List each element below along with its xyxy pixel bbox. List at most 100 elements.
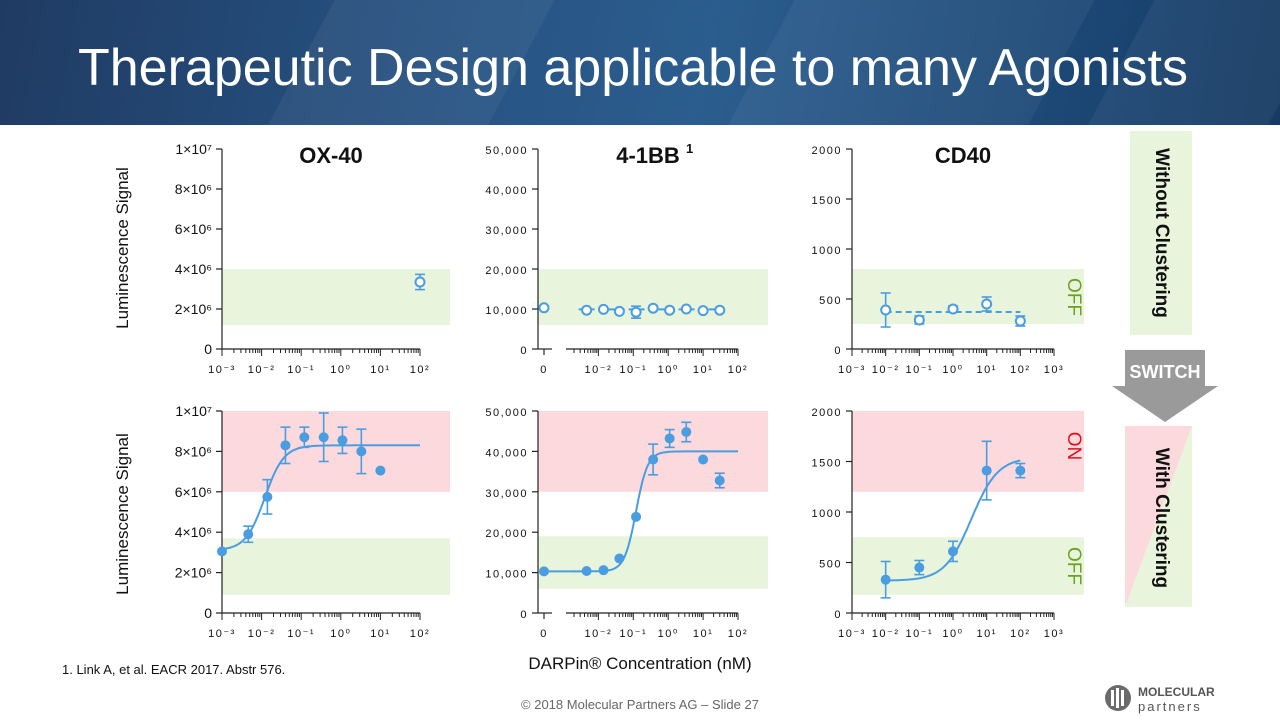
x-tick-label: 10⁻³ [208,628,236,640]
data-point [1015,465,1026,476]
data-point [337,435,348,446]
chart-title-superscript: 1 [686,141,693,156]
data-point [581,304,593,316]
y-tick-label: 1000 [812,508,842,520]
y-tick-label: 50,000 [485,145,528,157]
chart-title: CD40 [935,143,991,168]
band-red [222,411,450,492]
switch-arrow [1112,350,1218,422]
x-tick-label: 10¹ [693,364,713,376]
x-tick-label: 10⁰ [330,628,351,640]
y-tick-label: 0 [520,345,528,357]
x-axis-title: DARPin® Concentration (nM) [528,654,751,673]
x-tick-label: 10⁻¹ [619,364,647,376]
y-tick-label: 500 [819,559,842,571]
data-point [880,304,892,316]
band-green [538,536,768,589]
logo-text-top: MOLECULAR [1138,685,1215,699]
company-logo: MOLECULAR partners [1105,685,1215,714]
y-tick-label: 2×10⁶ [175,301,212,317]
x-tick-label: 10⁻³ [208,364,236,376]
y-tick-label: 10,000 [485,569,528,581]
x-tick-label: 10⁻³ [838,628,866,640]
data-point [648,454,659,465]
x-tick-label: 10¹ [976,628,996,640]
y-tick-label: 50,000 [485,407,528,419]
data-point [631,511,642,522]
y-tick-label: 1000 [812,245,842,257]
data-point [914,562,925,573]
slide-title: Therapeutic Design applicable to many Ag… [78,39,1188,97]
y-tick-label: 0 [520,609,528,621]
data-point [947,303,959,315]
data-point [714,475,725,486]
y-tick-label: 6×10⁶ [175,484,212,500]
x-tick-label: 10¹ [976,364,996,376]
x-tick-label: 10² [728,628,748,640]
y-tick-label: 40,000 [485,185,528,197]
y-tick-label: 30,000 [485,488,528,500]
x-tick-label: 10⁻¹ [905,364,933,376]
data-point [664,433,675,444]
y-tick-label: 500 [819,295,842,307]
data-point [597,303,609,315]
y-tick-label: 1×10⁷ [175,403,212,419]
x-tick-label: 10³ [1044,628,1064,640]
y-tick-label: 4×10⁶ [175,261,212,277]
y-tick-label: 8×10⁶ [175,181,212,197]
x-tick-label: 10² [1010,364,1030,376]
x-tick-label: 10⁻¹ [287,364,315,376]
y-tick-label: 40,000 [485,447,528,459]
y-tick-label: 1500 [812,195,842,207]
y-tick-label: 8×10⁶ [175,443,212,459]
switch-label: SWITCH [1130,362,1201,382]
data-point [217,546,227,557]
x-tick-label: 10⁻² [872,364,900,376]
on-label: ON [1063,432,1084,461]
data-point [299,432,310,443]
data-point [630,306,642,318]
x-tick-label: 10³ [1044,364,1064,376]
data-point [598,565,609,576]
y-tick-label: 1×10⁷ [175,141,212,157]
footnote: 1. Link A, et al. EACR 2017. Abstr 576. [62,662,286,677]
data-point [581,565,592,576]
data-point [538,302,550,314]
y-tick-label: 0 [834,345,842,357]
data-point [680,303,692,315]
off-label: OFF [1063,278,1084,316]
x-tick-label: 10⁻² [585,628,613,640]
chart-title: 4-1BB [616,143,680,168]
x-tick-label: 10² [410,628,430,640]
data-point [981,465,992,476]
data-point [913,314,925,326]
y-tick-label: 30,000 [485,225,528,237]
data-point [1014,315,1026,327]
x-tick-label: 10⁰ [942,364,963,376]
data-point [647,302,659,314]
chart-title: OX-40 [299,143,363,168]
data-point [698,454,709,465]
with-clustering-label: With Clustering [1151,448,1172,588]
y-tick-label: 2×10⁶ [175,565,212,581]
x-tick-label: 10¹ [370,364,390,376]
without-clustering-box [1130,131,1192,335]
x-tick-label: 10⁻³ [838,364,866,376]
with-clustering-box-red [1125,426,1192,607]
y-tick-label: 20,000 [485,528,528,540]
data-point [280,440,291,451]
x-tick-label: 10⁻² [585,364,613,376]
x-tick-label: 10⁻² [872,628,900,640]
band-red [852,411,1084,492]
x-tick-label: 10⁻¹ [619,628,647,640]
x-tick-label: 10⁰ [658,364,679,376]
x-tick-label: 10² [728,364,748,376]
data-point [697,305,709,317]
x-tick-label: 10⁻² [248,364,276,376]
x-tick-label: 10² [1010,628,1030,640]
y-tick-label: 0 [204,341,212,357]
data-point [613,305,625,317]
band-green [538,269,768,325]
data-point [880,574,891,585]
x-tick-label: 10² [410,364,430,376]
